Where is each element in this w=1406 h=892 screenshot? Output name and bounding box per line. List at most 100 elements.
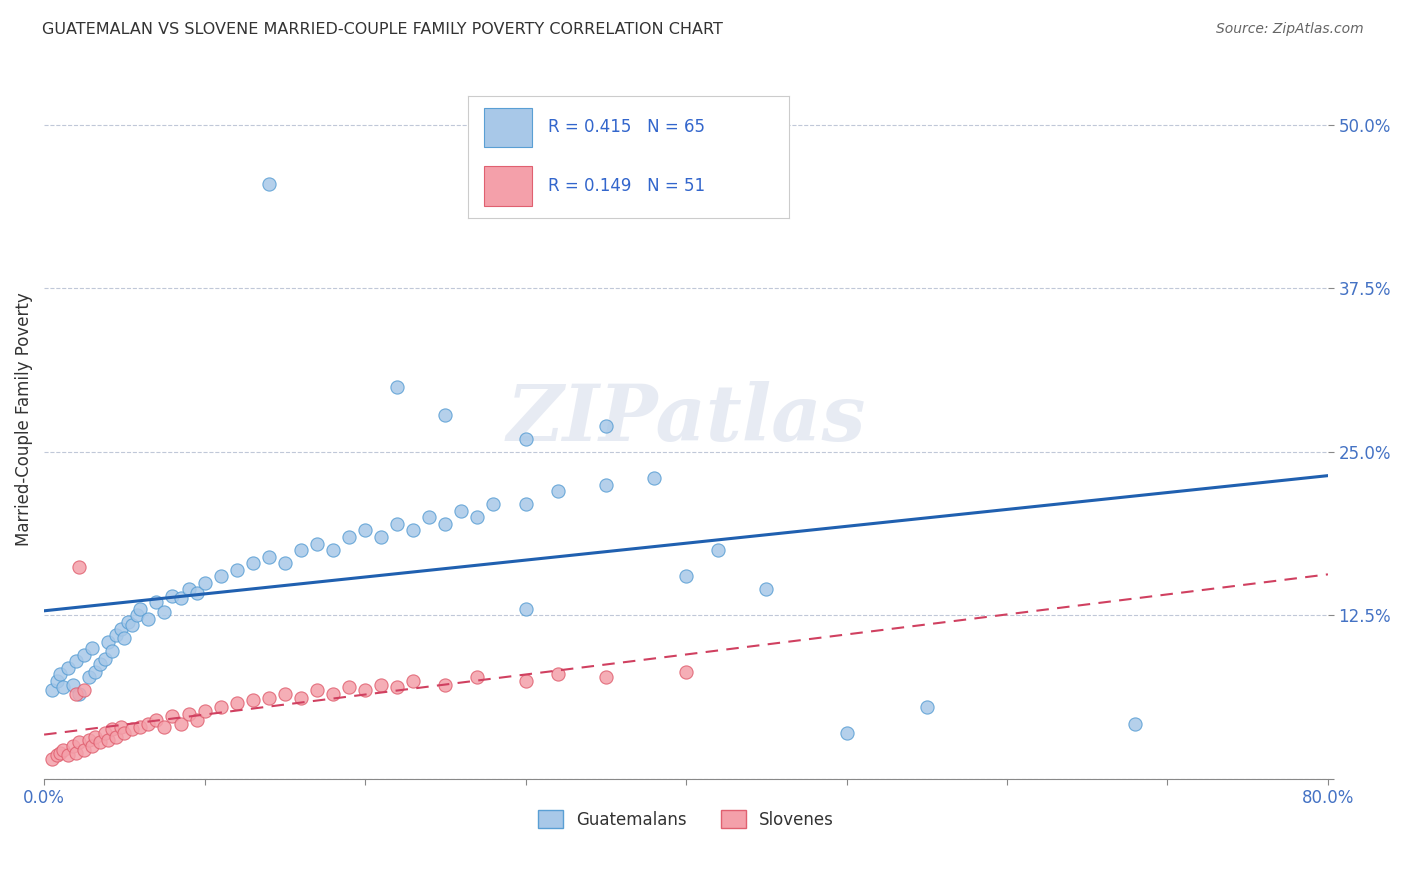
Point bbox=[46, 673, 69, 688]
Point bbox=[65, 654, 87, 668]
Text: Source: ZipAtlas.com: Source: ZipAtlas.com bbox=[1216, 22, 1364, 37]
Point bbox=[73, 648, 96, 662]
Point bbox=[84, 730, 107, 744]
Point bbox=[65, 746, 87, 760]
Point bbox=[675, 569, 697, 583]
Point bbox=[105, 730, 128, 744]
Point bbox=[105, 628, 128, 642]
Point bbox=[121, 723, 143, 737]
Y-axis label: Married-Couple Family Poverty: Married-Couple Family Poverty bbox=[15, 293, 32, 546]
Point bbox=[434, 678, 457, 692]
Point bbox=[337, 530, 360, 544]
Point bbox=[290, 543, 312, 558]
Point bbox=[67, 687, 90, 701]
Point bbox=[515, 432, 537, 446]
Point bbox=[1125, 717, 1147, 731]
Point bbox=[595, 670, 617, 684]
Point bbox=[322, 543, 344, 558]
Point bbox=[225, 563, 247, 577]
Point bbox=[209, 700, 232, 714]
Point bbox=[354, 524, 377, 538]
Point bbox=[242, 693, 264, 707]
Point bbox=[434, 409, 457, 423]
Point bbox=[186, 586, 208, 600]
Point bbox=[434, 516, 457, 531]
Point bbox=[82, 641, 104, 656]
Point bbox=[482, 497, 505, 511]
Point bbox=[56, 748, 79, 763]
Point bbox=[121, 617, 143, 632]
Point bbox=[67, 560, 90, 574]
Point bbox=[209, 569, 232, 583]
Point bbox=[52, 681, 75, 695]
Point bbox=[194, 704, 217, 718]
Point bbox=[402, 673, 425, 688]
Legend: Guatemalans, Slovenes: Guatemalans, Slovenes bbox=[531, 804, 841, 835]
Point bbox=[129, 602, 152, 616]
Point bbox=[274, 687, 297, 701]
Point bbox=[354, 683, 377, 698]
Point bbox=[100, 644, 122, 658]
Point bbox=[49, 667, 72, 681]
Point bbox=[225, 696, 247, 710]
Point bbox=[65, 687, 87, 701]
Point bbox=[129, 720, 152, 734]
Point bbox=[257, 177, 280, 191]
Point bbox=[138, 612, 160, 626]
Point bbox=[89, 735, 111, 749]
Point bbox=[835, 726, 858, 740]
Point bbox=[385, 379, 408, 393]
Point bbox=[418, 510, 440, 524]
Point bbox=[755, 582, 778, 597]
Point bbox=[177, 706, 200, 721]
Point bbox=[322, 687, 344, 701]
Point bbox=[84, 665, 107, 679]
Point bbox=[110, 720, 132, 734]
Point bbox=[370, 530, 392, 544]
Point bbox=[186, 713, 208, 727]
Point bbox=[46, 748, 69, 763]
Point bbox=[89, 657, 111, 671]
Point bbox=[138, 717, 160, 731]
Point bbox=[177, 582, 200, 597]
Point bbox=[643, 471, 665, 485]
Point bbox=[67, 735, 90, 749]
Point bbox=[162, 589, 184, 603]
Point bbox=[385, 681, 408, 695]
Point bbox=[127, 608, 149, 623]
Point bbox=[77, 670, 100, 684]
Point bbox=[450, 504, 472, 518]
Point bbox=[370, 678, 392, 692]
Point bbox=[515, 602, 537, 616]
Point bbox=[100, 723, 122, 737]
Point bbox=[162, 709, 184, 723]
Point bbox=[547, 484, 569, 499]
Point bbox=[707, 543, 730, 558]
Point bbox=[49, 746, 72, 760]
Point bbox=[62, 678, 84, 692]
Point bbox=[169, 591, 191, 606]
Point bbox=[467, 670, 489, 684]
Point bbox=[52, 743, 75, 757]
Point bbox=[595, 418, 617, 433]
Point bbox=[337, 681, 360, 695]
Point bbox=[62, 739, 84, 754]
Point bbox=[257, 549, 280, 564]
Point bbox=[56, 661, 79, 675]
Text: GUATEMALAN VS SLOVENE MARRIED-COUPLE FAMILY POVERTY CORRELATION CHART: GUATEMALAN VS SLOVENE MARRIED-COUPLE FAM… bbox=[42, 22, 723, 37]
Point bbox=[145, 713, 167, 727]
Point bbox=[169, 717, 191, 731]
Point bbox=[915, 700, 938, 714]
Point bbox=[305, 536, 328, 550]
Point bbox=[153, 720, 176, 734]
Point bbox=[290, 690, 312, 705]
Point bbox=[467, 510, 489, 524]
Point bbox=[305, 683, 328, 698]
Point bbox=[73, 743, 96, 757]
Point bbox=[145, 595, 167, 609]
Point bbox=[194, 575, 217, 590]
Point bbox=[257, 690, 280, 705]
Point bbox=[153, 605, 176, 619]
Point bbox=[73, 683, 96, 698]
Point bbox=[547, 667, 569, 681]
